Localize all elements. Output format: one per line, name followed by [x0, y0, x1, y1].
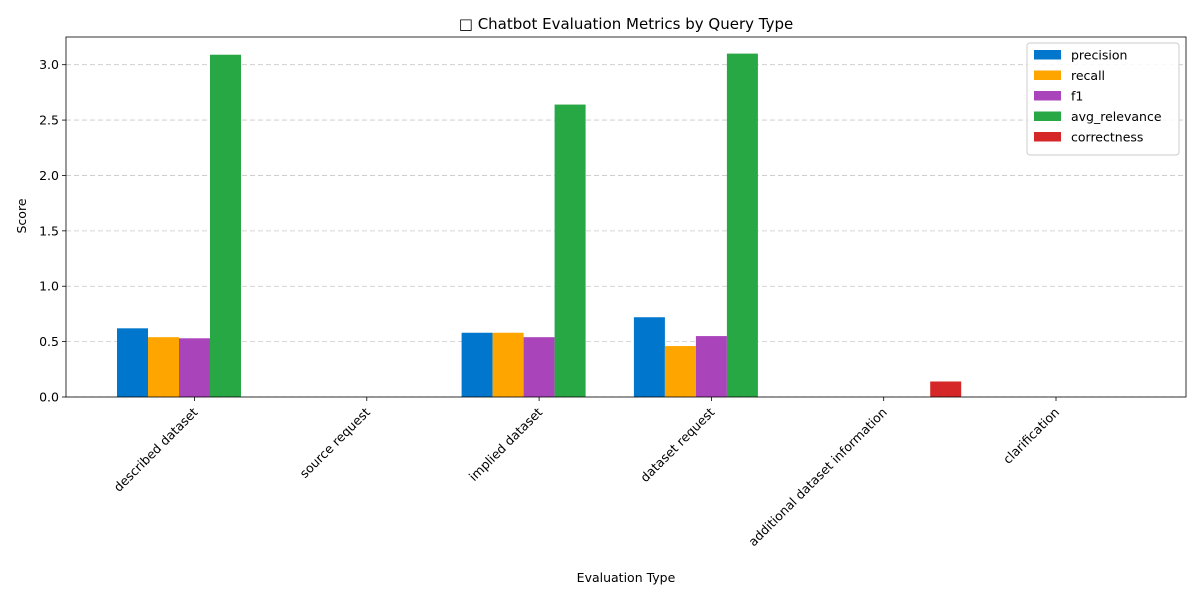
y-axis-ticks: 0.0 0.5 1.0 1.5 2.0 2.5 3.0: [39, 57, 66, 405]
y-tick-label: 0.0: [39, 390, 59, 405]
legend-swatch-correctness: [1034, 132, 1061, 142]
x-tick-label: implied dataset: [466, 404, 546, 484]
legend-label-correctness: correctness: [1071, 130, 1143, 145]
legend-swatch-recall: [1034, 70, 1061, 80]
y-tick-label: 1.0: [39, 279, 59, 294]
x-tick-label: additional dataset information: [745, 405, 890, 550]
axes: [65, 36, 1187, 398]
legend-swatch-avg_relevance: [1034, 111, 1061, 121]
legend-swatch-f1: [1034, 91, 1061, 101]
x-axis-ticks: described dataset source request implied d…: [111, 397, 1062, 550]
plot-frame: [65, 36, 1187, 398]
bar-precision-3: [633, 317, 665, 397]
bar-f1-2: [523, 337, 555, 397]
bars: [117, 53, 962, 398]
bar-precision-2: [461, 332, 493, 397]
legend: precision recall f1 avg_relevance correctnes…: [1026, 42, 1180, 156]
bar-avg_relevance-2: [554, 104, 586, 398]
y-tick-label: 0.5: [39, 334, 59, 349]
chart-title: □ Chatbot Evaluation Metrics by Query Ty…: [459, 15, 793, 33]
legend-swatch-precision: [1034, 50, 1061, 60]
x-axis-label: Evaluation Type: [577, 570, 676, 585]
grid-lines: [66, 64, 1186, 398]
legend-label-avg_relevance: avg_relevance: [1071, 109, 1162, 124]
legend-label-precision: precision: [1071, 48, 1127, 63]
bar-recall-2: [492, 332, 524, 397]
y-tick-label: 2.5: [39, 113, 59, 128]
legend-box: [1026, 42, 1180, 156]
bar-recall-0: [148, 337, 179, 397]
bar-precision-0: [117, 328, 148, 397]
y-tick-label: 3.0: [39, 57, 59, 72]
bar-f1-0: [179, 338, 210, 397]
y-axis-label: Score: [14, 198, 29, 233]
legend-label-recall: recall: [1071, 68, 1105, 83]
bar-correctness-4: [930, 381, 962, 397]
x-tick-label: clarification: [1000, 405, 1062, 467]
x-tick-label: source request: [297, 404, 373, 480]
legend-label-f1: f1: [1071, 89, 1083, 104]
x-tick-label: dataset request: [637, 404, 718, 485]
y-tick-label: 2.0: [39, 168, 59, 183]
x-tick-label: described dataset: [111, 404, 201, 494]
bar-recall-3: [664, 346, 696, 397]
bar-f1-3: [695, 336, 727, 397]
y-tick-label: 1.5: [39, 223, 59, 238]
bar-avg_relevance-3: [726, 53, 758, 397]
bar-avg_relevance-0: [210, 54, 241, 397]
